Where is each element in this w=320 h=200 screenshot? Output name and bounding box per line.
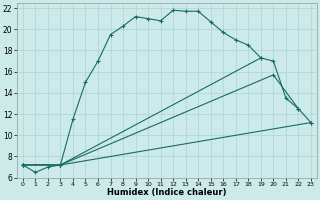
X-axis label: Humidex (Indice chaleur): Humidex (Indice chaleur)	[107, 188, 227, 197]
